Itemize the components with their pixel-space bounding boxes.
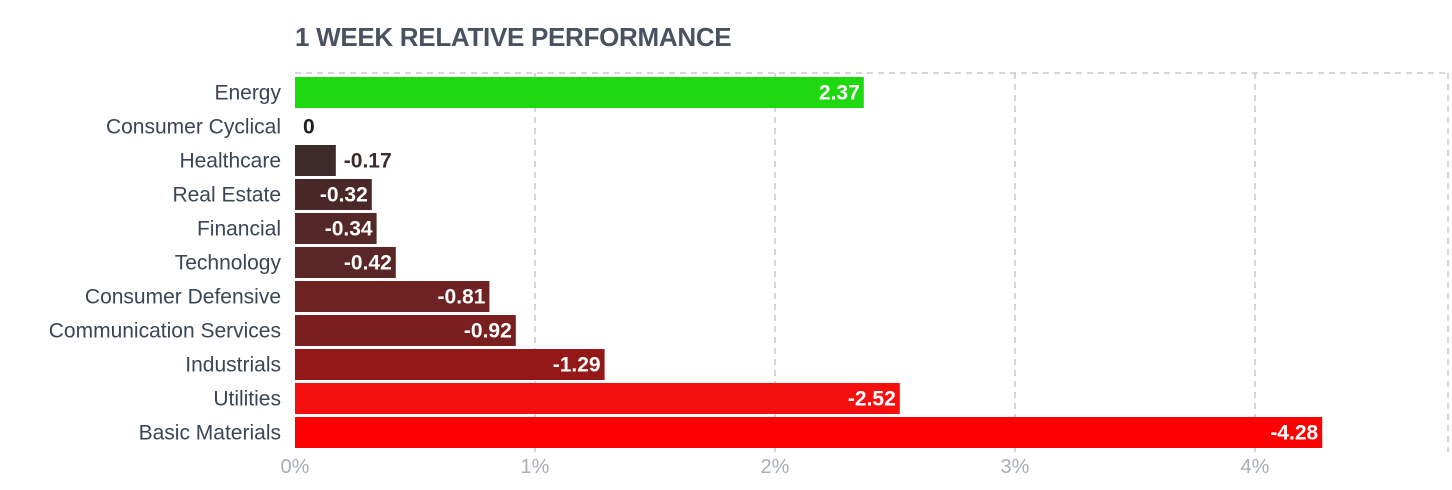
data-label: -1.29 xyxy=(553,354,601,377)
category-label: Healthcare xyxy=(179,150,281,173)
category-label: Financial xyxy=(197,218,281,241)
data-label: -0.92 xyxy=(464,320,512,343)
bar xyxy=(295,77,864,108)
data-label: 0 xyxy=(303,116,315,139)
x-tick-label: 0% xyxy=(281,456,310,478)
category-label: Technology xyxy=(175,252,282,275)
data-label: -0.81 xyxy=(438,286,486,309)
bars xyxy=(295,77,1323,448)
data-label: -0.34 xyxy=(325,218,373,241)
x-tick-label: 1% xyxy=(521,456,550,478)
data-label: -2.52 xyxy=(848,388,896,411)
data-label: -0.42 xyxy=(344,252,392,275)
x-axis-ticks: 0% 1% 2% 3% 4% xyxy=(281,456,1270,478)
bar xyxy=(295,315,516,346)
x-tick-label: 2% xyxy=(761,456,790,478)
x-tick-label: 4% xyxy=(1241,456,1270,478)
bar xyxy=(295,349,605,380)
category-label: Energy xyxy=(214,82,281,105)
value-labels: 2.37 0 -0.17 -0.32 -0.34 -0.42 -0.81 -0.92 -1.29… xyxy=(303,82,1319,445)
bar xyxy=(295,213,377,244)
category-label: Industrials xyxy=(185,354,281,377)
data-label: -0.17 xyxy=(344,150,392,173)
data-label: -0.32 xyxy=(320,184,368,207)
category-label: Real Estate xyxy=(172,184,281,207)
bar xyxy=(295,145,336,176)
category-label: Utilities xyxy=(213,388,281,411)
chart-title: 1 WEEK RELATIVE PERFORMANCE xyxy=(295,22,732,52)
bar xyxy=(295,247,396,278)
bar xyxy=(295,179,372,210)
category-label: Communication Services xyxy=(49,320,281,343)
category-labels: Energy Consumer Cyclical Healthcare Real Es… xyxy=(49,82,282,445)
data-label: -4.28 xyxy=(1270,422,1318,445)
category-label: Consumer Cyclical xyxy=(106,116,281,139)
bar xyxy=(295,383,900,414)
x-tick-label: 3% xyxy=(1001,456,1030,478)
data-label: 2.37 xyxy=(819,82,860,105)
category-label: Basic Materials xyxy=(139,422,281,445)
bar xyxy=(295,417,1323,448)
bar xyxy=(295,281,490,312)
category-label: Consumer Defensive xyxy=(85,286,281,309)
